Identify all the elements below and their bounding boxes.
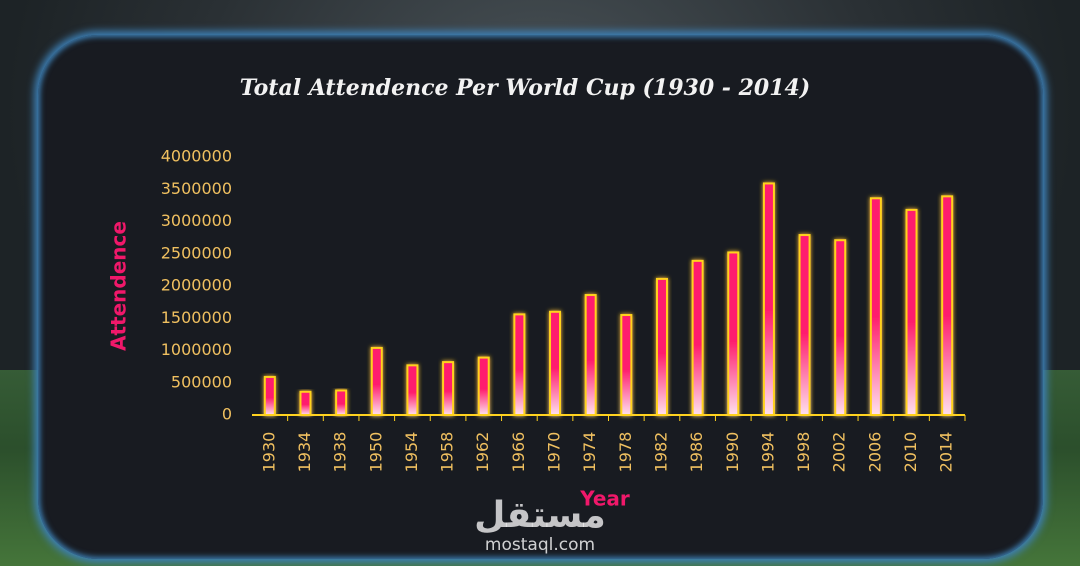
- x-tick-label: 1986: [687, 432, 706, 473]
- bar: [655, 277, 668, 416]
- x-tick-label: 2014: [937, 432, 956, 473]
- x-tick-label: 1978: [616, 432, 635, 473]
- y-tick-label: 3500000: [161, 179, 232, 198]
- bar: [798, 234, 811, 416]
- chart-title: Total Attendence Per World Cup (1930 - 2…: [240, 75, 810, 101]
- bar: [691, 259, 704, 416]
- x-tick-label: 1950: [366, 432, 385, 473]
- x-tick-label: 2010: [901, 432, 920, 473]
- x-tick-label: 1934: [295, 432, 314, 473]
- x-tick-label: 2006: [865, 432, 884, 473]
- bar: [335, 389, 348, 416]
- bar: [834, 239, 847, 416]
- bar: [477, 356, 490, 416]
- y-tick-label: 0: [222, 405, 232, 424]
- y-tick-label: 1000000: [161, 340, 232, 359]
- bar: [941, 195, 954, 416]
- x-tick-label: 1990: [723, 432, 742, 473]
- x-tick-label: 1982: [651, 432, 670, 473]
- bar: [584, 294, 597, 416]
- x-tick-label: 1954: [402, 432, 421, 473]
- x-tick-label: 1938: [331, 432, 350, 473]
- x-tick-label: 1930: [259, 432, 278, 473]
- bar: [762, 182, 775, 416]
- bar: [869, 197, 882, 416]
- y-tick-label: 4000000: [161, 147, 232, 166]
- y-axis-label: Attendence: [107, 221, 131, 351]
- watermark-logo: مستقل: [474, 495, 606, 536]
- x-tick-label: 1962: [473, 432, 492, 473]
- bar: [370, 346, 383, 417]
- bar: [263, 375, 276, 417]
- x-axis-label: Year: [579, 487, 630, 511]
- x-tick-label: 1970: [545, 432, 564, 473]
- x-tick-label: 1958: [438, 432, 457, 473]
- x-tick-label: 1974: [580, 432, 599, 473]
- x-tick-label: 1994: [758, 432, 777, 473]
- y-tick-label: 3000000: [161, 211, 232, 230]
- bar: [727, 251, 740, 416]
- bar: [406, 364, 419, 416]
- y-tick-label: 2000000: [161, 276, 232, 295]
- bar: [620, 314, 633, 416]
- x-tick-label: 2002: [830, 432, 849, 473]
- bar: [299, 390, 312, 416]
- bar: [549, 310, 562, 416]
- y-tick-label: 1500000: [161, 308, 232, 327]
- bar: [442, 361, 455, 416]
- x-tick-label: 1966: [509, 432, 528, 473]
- bar: [905, 208, 918, 416]
- y-tick-label: 2500000: [161, 243, 232, 262]
- bar: [513, 313, 526, 417]
- y-tick-label: 500000: [171, 372, 232, 391]
- watermark-url: mostaql.com: [485, 535, 595, 555]
- x-tick-label: 1998: [794, 432, 813, 473]
